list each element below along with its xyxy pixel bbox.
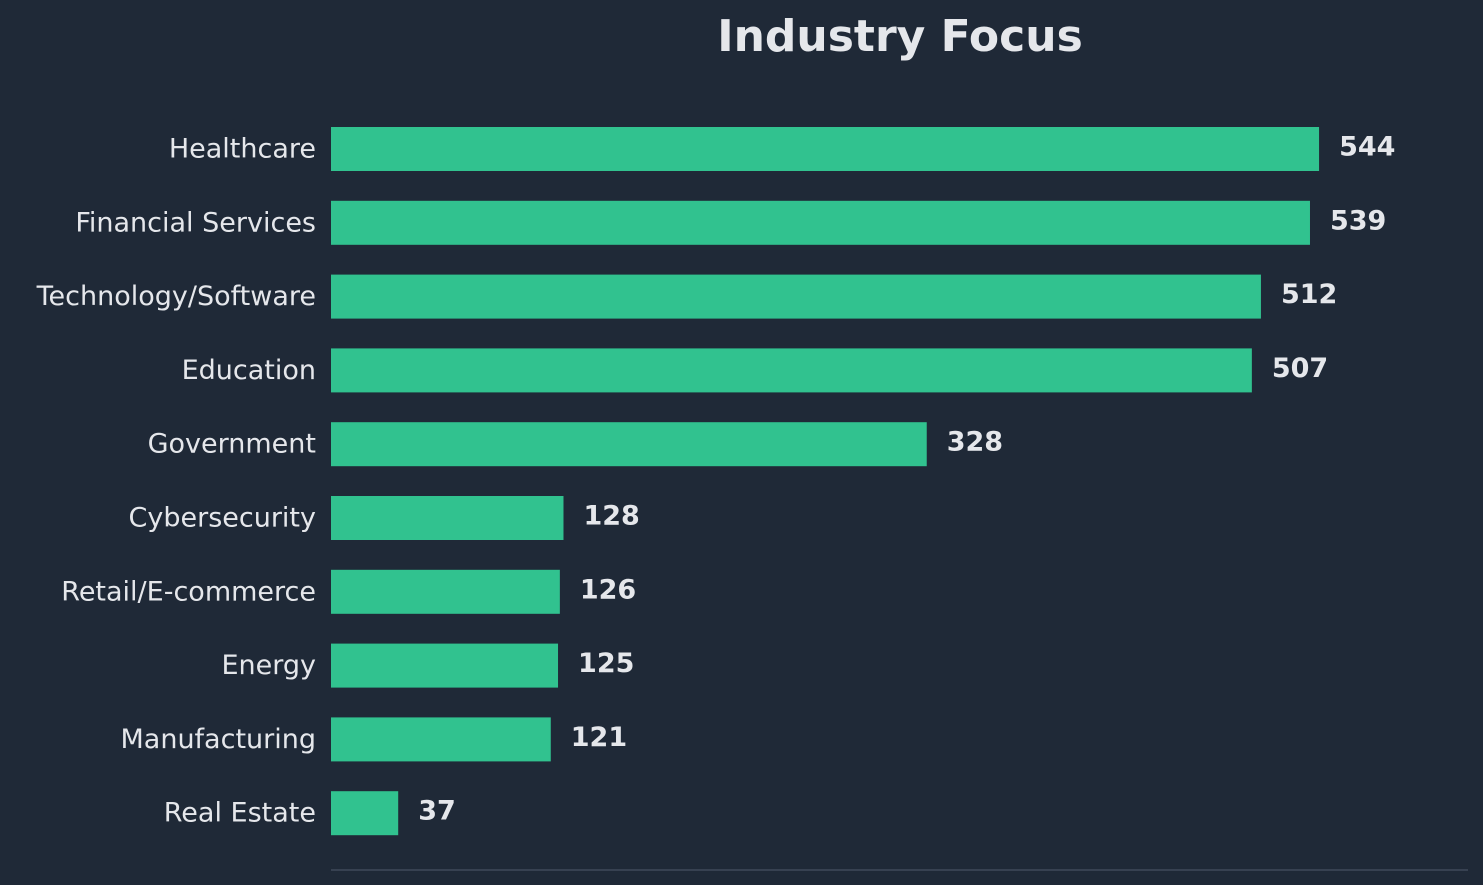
bar (331, 422, 927, 467)
category-label: Healthcare (169, 134, 316, 165)
chart-title: Industry Focus (717, 11, 1083, 62)
value-label: 121 (571, 722, 627, 753)
bars-group: Healthcare 544 Financial Services 539 Techno… (36, 127, 1395, 836)
value-label: 544 (1339, 132, 1395, 163)
value-label: 507 (1272, 353, 1328, 384)
category-label: Technology/Software (36, 281, 316, 312)
category-label: Education (182, 355, 316, 386)
bar (331, 127, 1320, 171)
bar (331, 274, 1261, 319)
value-label: 328 (947, 427, 1003, 458)
category-label: Real Estate (164, 798, 316, 829)
value-label: 125 (578, 648, 634, 679)
bar (331, 717, 551, 762)
bar (331, 348, 1252, 393)
value-label: 539 (1330, 205, 1386, 236)
category-label: Cybersecurity (129, 503, 317, 534)
bar (331, 496, 564, 540)
bar (331, 569, 560, 614)
category-label: Manufacturing (120, 724, 316, 755)
value-label: 128 (583, 501, 639, 532)
value-label: 512 (1281, 279, 1337, 310)
bar (331, 200, 1310, 245)
category-label: Retail/E-commerce (61, 576, 316, 607)
category-label: Energy (221, 650, 316, 681)
value-label: 37 (418, 796, 456, 827)
category-label: Government (148, 429, 316, 460)
category-label: Financial Services (75, 207, 316, 238)
value-label: 126 (580, 574, 636, 605)
bar (331, 791, 399, 836)
bar (331, 643, 559, 688)
